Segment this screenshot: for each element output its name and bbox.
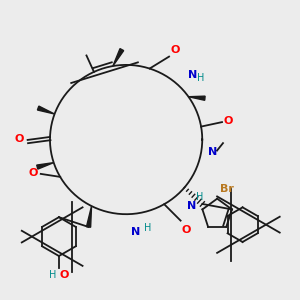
Text: H: H bbox=[49, 270, 56, 280]
Polygon shape bbox=[38, 106, 55, 114]
Text: O: O bbox=[182, 225, 191, 235]
Text: N: N bbox=[187, 201, 196, 212]
Text: O: O bbox=[15, 134, 24, 144]
Text: O: O bbox=[28, 168, 38, 178]
Polygon shape bbox=[188, 96, 205, 100]
Polygon shape bbox=[37, 163, 54, 169]
Text: H: H bbox=[197, 73, 204, 83]
Text: O: O bbox=[59, 270, 69, 280]
Text: N: N bbox=[131, 227, 140, 237]
Text: H: H bbox=[196, 192, 203, 202]
Text: O: O bbox=[224, 116, 233, 126]
Text: Br: Br bbox=[220, 184, 234, 194]
Text: H: H bbox=[144, 223, 152, 233]
Polygon shape bbox=[86, 206, 92, 227]
Text: O: O bbox=[170, 45, 180, 55]
Polygon shape bbox=[113, 49, 124, 66]
Text: N: N bbox=[188, 70, 198, 80]
Text: N: N bbox=[208, 147, 217, 157]
